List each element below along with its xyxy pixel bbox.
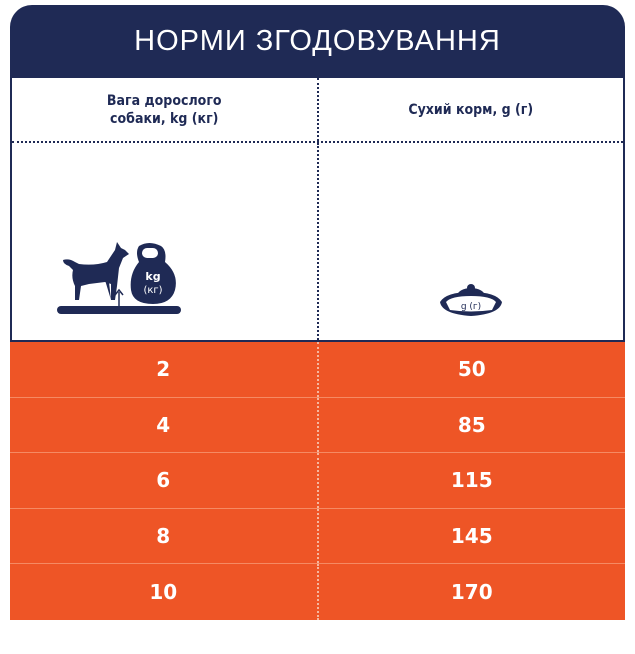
weight-value: 8 [156,523,171,548]
kg-label: kg [146,270,161,283]
table-body: 2 50 4 85 6 115 8 145 10 170 [10,342,625,620]
table-title: НОРМИ ЗГОДОВУВАННЯ [10,5,625,78]
table-row: 4 85 [10,397,626,453]
kg-label-uk: (кг) [144,285,163,296]
table-row: 6 115 [10,453,625,509]
food-value: 145 [316,508,626,563]
column-header-weight-line2: собаки, kg (кг) [110,110,219,127]
weight-icon-cell: kg (кг) [12,143,317,340]
g-label: g (г) [461,302,481,312]
table-head: Вага дорослого собаки, kg (кг) Сухий корм… [10,78,625,342]
column-header-row: Вага дорослого собаки, kg (кг) Сухий корм… [12,78,623,143]
table-row: 2 50 [10,342,625,398]
food-value: 85 [316,397,626,452]
food-bowl-icon: g (г) [439,284,502,316]
weight-value: 6 [156,468,171,493]
weight-value: 2 [156,357,171,382]
dog-on-scale-with-kettlebell-icon: kg (кг) [57,242,182,314]
table-row: 10 170 [10,564,625,620]
food-icon-cell: g (г) [316,143,624,340]
feeding-table: НОРМИ ЗГОДОВУВАННЯ Вага дорослого собаки,… [10,5,625,620]
food-value: 115 [316,453,626,508]
food-value: 50 [316,342,626,397]
column-header-food: Сухий корм, g (г) [316,78,624,141]
icon-row: kg (кг) g (г) [12,143,623,340]
column-header-weight-line1: Вага дорослого [106,92,222,109]
food-value: 170 [316,564,626,620]
weight-value: 4 [156,412,171,437]
weight-value: 10 [149,579,178,604]
table-row: 8 145 [10,508,626,564]
column-header-weight: Вага дорослого собаки, kg (кг) [12,78,317,141]
